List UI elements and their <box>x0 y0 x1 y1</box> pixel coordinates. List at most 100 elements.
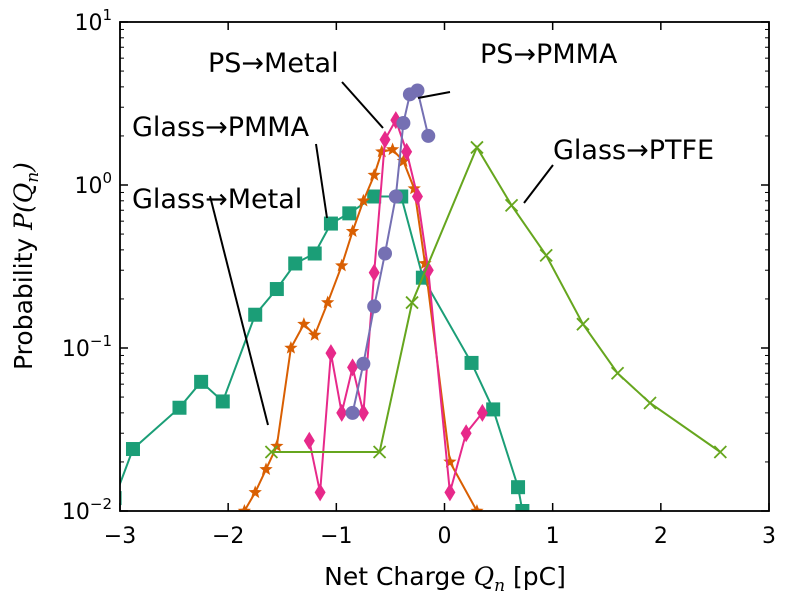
annotation-line <box>315 143 328 219</box>
data-point <box>347 358 359 377</box>
data-point <box>643 396 657 410</box>
data-point <box>269 282 284 297</box>
annotation-line <box>417 91 451 99</box>
y-axis-label: Probability P(Qn) <box>9 162 43 370</box>
data-point <box>421 128 436 143</box>
data-point <box>321 295 335 309</box>
data-point <box>396 116 411 131</box>
data-point <box>385 142 400 156</box>
series-line <box>120 195 524 511</box>
data-point <box>367 189 382 204</box>
data-point <box>476 403 488 422</box>
data-point <box>259 462 273 476</box>
series-4 <box>264 140 727 459</box>
data-point <box>335 258 349 272</box>
data-point <box>486 402 501 417</box>
data-point <box>444 483 456 502</box>
series-2 <box>303 111 488 502</box>
data-point <box>172 400 187 415</box>
data-point <box>323 216 338 231</box>
data-point <box>325 344 337 363</box>
data-point <box>314 483 326 502</box>
data-point <box>237 504 252 511</box>
data-point <box>307 246 322 261</box>
data-point <box>215 394 230 409</box>
data-point <box>356 356 371 371</box>
annotation-glass-pmma: Glass→PMMA <box>132 112 310 143</box>
annotation-glass-ptfe: Glass→PTFE <box>553 135 714 166</box>
data-point <box>125 442 140 457</box>
data-point <box>511 480 526 495</box>
series-0 <box>120 189 530 511</box>
annotation-line <box>523 164 554 204</box>
data-point <box>418 256 432 270</box>
x-axis-label: Net Charge Qn [pC] <box>324 562 566 596</box>
series-layer <box>120 83 727 511</box>
data-point <box>308 328 322 341</box>
data-point <box>504 198 519 213</box>
data-point <box>388 189 403 204</box>
data-point <box>410 83 425 98</box>
data-point <box>401 142 413 161</box>
data-point <box>422 261 434 280</box>
data-point <box>470 504 484 511</box>
annotation-line <box>341 81 384 129</box>
data-point <box>713 445 727 459</box>
data-point <box>248 485 262 499</box>
data-point <box>379 130 391 149</box>
data-point <box>411 187 423 206</box>
y-tick-label: 100 <box>74 169 112 199</box>
data-point <box>367 168 381 181</box>
data-point <box>539 248 553 263</box>
data-point <box>515 504 530 511</box>
data-point <box>357 403 369 422</box>
plot-frame <box>119 21 770 512</box>
data-point <box>610 366 625 380</box>
data-point <box>460 424 472 443</box>
data-point <box>303 431 315 450</box>
y-tick-label: 10−1 <box>62 332 112 362</box>
annotation-ps-pmma: PS→PMMA <box>480 39 618 70</box>
data-point <box>372 445 387 459</box>
annotation-ps-metal: PS→Metal <box>208 48 339 79</box>
data-point <box>297 317 311 330</box>
data-point <box>194 374 209 389</box>
series-3 <box>345 83 436 420</box>
data-point <box>345 405 360 420</box>
data-point <box>264 445 279 459</box>
data-point <box>342 206 357 221</box>
y-tick-label: 10−2 <box>62 495 112 525</box>
y-tick-label: 101 <box>74 6 112 36</box>
data-point <box>470 140 484 155</box>
data-point <box>396 154 411 167</box>
data-point <box>345 224 360 237</box>
data-point <box>336 403 348 422</box>
data-point <box>284 341 298 354</box>
data-point <box>576 317 590 331</box>
data-point <box>368 263 380 282</box>
annotation-lines <box>209 81 554 426</box>
data-point <box>288 256 303 271</box>
data-point <box>375 144 389 158</box>
data-point <box>367 299 382 314</box>
data-point <box>378 246 393 261</box>
data-point <box>248 307 263 322</box>
tick-layer: −3 −2 −1 0 1 2 3 10−2 10−1 100 101 <box>62 6 776 549</box>
x-tick-label: −1 <box>320 524 352 549</box>
x-tick-label: 1 <box>546 524 560 549</box>
x-tick-label: 3 <box>762 524 776 549</box>
annotation-line <box>209 195 269 426</box>
data-point <box>405 295 419 310</box>
series-line <box>271 145 721 453</box>
x-tick-label: 2 <box>654 524 668 549</box>
x-tick-label: −3 <box>104 524 136 549</box>
data-point <box>464 355 479 370</box>
series-line <box>308 117 484 493</box>
data-point <box>356 193 371 207</box>
x-tick-label: 0 <box>438 524 452 549</box>
data-point <box>443 454 457 468</box>
x-tick-label: −2 <box>212 524 244 549</box>
data-point <box>407 181 421 195</box>
